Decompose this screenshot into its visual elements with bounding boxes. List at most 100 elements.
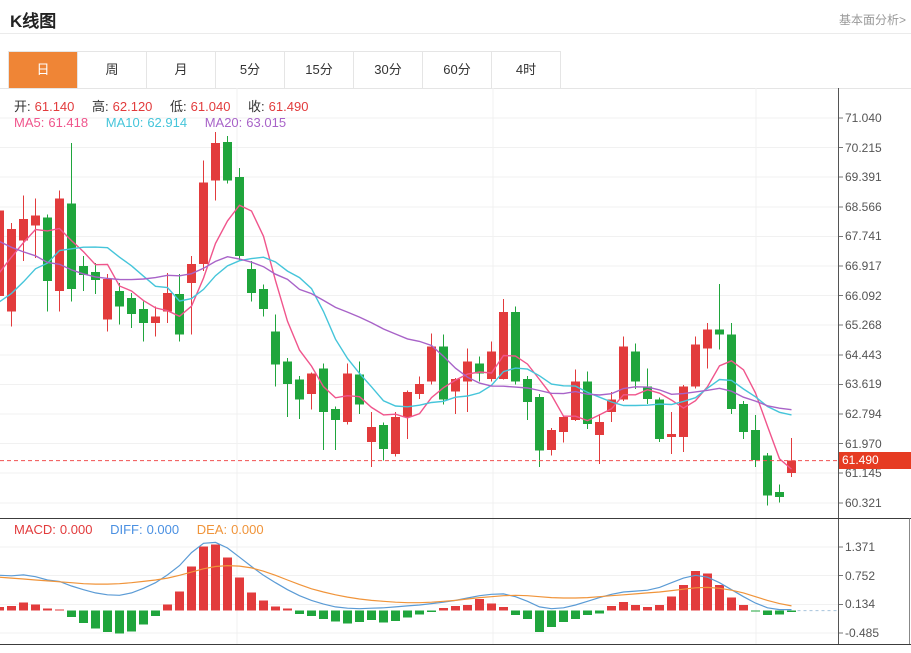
macd-bar bbox=[91, 610, 100, 629]
candle bbox=[91, 271, 100, 281]
candle bbox=[391, 416, 400, 455]
ma10-value: 62.914 bbox=[147, 115, 188, 130]
price-axis-label: 64.443 bbox=[845, 347, 882, 362]
candle bbox=[775, 492, 784, 498]
macd-bar bbox=[643, 606, 652, 611]
candle bbox=[619, 346, 628, 400]
candle bbox=[679, 386, 688, 437]
candle bbox=[487, 351, 496, 379]
candle bbox=[211, 143, 220, 181]
candle bbox=[451, 378, 460, 392]
macd-bar bbox=[739, 605, 748, 611]
ma10-line bbox=[0, 246, 792, 416]
macd-bar bbox=[439, 608, 448, 611]
period-tabbar: 日周月 5分 15分 30分 60分 4时 bbox=[8, 51, 561, 89]
ma5-label: MA5: bbox=[14, 115, 45, 130]
macd-bar bbox=[619, 602, 628, 611]
macd-bar bbox=[475, 598, 484, 611]
candle bbox=[499, 312, 508, 379]
macd-bar bbox=[247, 592, 256, 611]
candle bbox=[247, 269, 256, 293]
macd-bar bbox=[547, 610, 556, 627]
candle bbox=[7, 228, 16, 312]
candle bbox=[763, 455, 772, 496]
macd-bar bbox=[0, 606, 4, 611]
price-axis-label: 62.794 bbox=[845, 407, 882, 421]
current-price-badge: 61.490 bbox=[839, 452, 911, 470]
candle bbox=[655, 399, 664, 440]
price-axis-label: 60.321 bbox=[845, 495, 882, 510]
macd-bar bbox=[571, 610, 580, 619]
macd-axis-label: 1.371 bbox=[845, 540, 876, 554]
candle bbox=[631, 351, 640, 382]
macd-bar bbox=[511, 610, 520, 616]
tab-period-2[interactable]: 月 bbox=[147, 52, 216, 88]
candle bbox=[475, 363, 484, 374]
tab-period-0[interactable]: 日 bbox=[9, 52, 78, 88]
tab-period-4[interactable]: 15分 bbox=[285, 52, 354, 88]
candle bbox=[43, 217, 52, 281]
candle bbox=[67, 203, 76, 290]
candle bbox=[19, 218, 28, 241]
candle bbox=[667, 434, 676, 437]
tab-period-1[interactable]: 周 bbox=[78, 52, 147, 88]
macd-bar bbox=[727, 597, 736, 611]
tab-period-5[interactable]: 30分 bbox=[354, 52, 423, 88]
candle bbox=[151, 316, 160, 324]
macd-bar bbox=[151, 610, 160, 617]
macd-bar bbox=[43, 608, 52, 611]
page-title: K线图 bbox=[10, 12, 57, 31]
candle bbox=[295, 379, 304, 400]
macd-bar bbox=[343, 610, 352, 624]
macd-bar bbox=[487, 603, 496, 611]
candle bbox=[283, 361, 292, 384]
price-axis-label: 61.145 bbox=[845, 466, 882, 481]
ma-row: MA5: 61.418 MA10: 62.914 MA20: 63.015 bbox=[14, 115, 290, 130]
macd-bar bbox=[31, 604, 40, 611]
macd-row: MACD: 0.000 DIFF: 0.000 DEA: 0.000 bbox=[14, 522, 268, 537]
macd-dea-line bbox=[0, 564, 792, 607]
macd-bar bbox=[283, 608, 292, 611]
macd-label: MACD: bbox=[14, 522, 56, 537]
candle bbox=[703, 329, 712, 349]
macd-bar bbox=[715, 585, 724, 611]
candle bbox=[751, 430, 760, 461]
high-label: 高: bbox=[92, 99, 109, 114]
candle bbox=[379, 425, 388, 450]
candle bbox=[691, 344, 700, 387]
price-axis-label: 65.268 bbox=[845, 318, 882, 333]
candle bbox=[271, 331, 280, 365]
macd-bar bbox=[535, 610, 544, 632]
macd-bar bbox=[379, 610, 388, 623]
macd-bar bbox=[235, 577, 244, 611]
macd-bar bbox=[355, 610, 364, 623]
price-axis-label: 67.741 bbox=[845, 229, 882, 244]
candle bbox=[727, 334, 736, 409]
macd-bar bbox=[499, 606, 508, 611]
macd-bar bbox=[427, 610, 436, 612]
diff-value: 0.000 bbox=[146, 522, 180, 537]
macd-axis-label: 0.134 bbox=[845, 597, 876, 612]
tab-period-3[interactable]: 5分 bbox=[216, 52, 285, 88]
close-value: 61.490 bbox=[268, 99, 309, 114]
macd-bar bbox=[463, 605, 472, 611]
candle bbox=[163, 293, 172, 312]
candle bbox=[523, 378, 532, 402]
fundamental-analysis-link[interactable]: 基本面分析> bbox=[838, 13, 906, 27]
macd-bar bbox=[763, 610, 772, 616]
candle bbox=[547, 430, 556, 451]
macd-bar bbox=[787, 610, 796, 612]
price-axis-label: 69.391 bbox=[845, 170, 882, 185]
macd-bar bbox=[211, 544, 220, 611]
macd-bar bbox=[667, 596, 676, 611]
candle bbox=[31, 215, 40, 226]
candle bbox=[199, 182, 208, 264]
macd-diff-line bbox=[0, 541, 792, 611]
macd-bar bbox=[187, 566, 196, 611]
low-value: 61.040 bbox=[190, 99, 231, 114]
tab-period-6[interactable]: 60分 bbox=[423, 52, 492, 88]
high-value: 62.120 bbox=[112, 99, 153, 114]
tab-period-7[interactable]: 4时 bbox=[515, 62, 537, 77]
candle bbox=[559, 416, 568, 432]
